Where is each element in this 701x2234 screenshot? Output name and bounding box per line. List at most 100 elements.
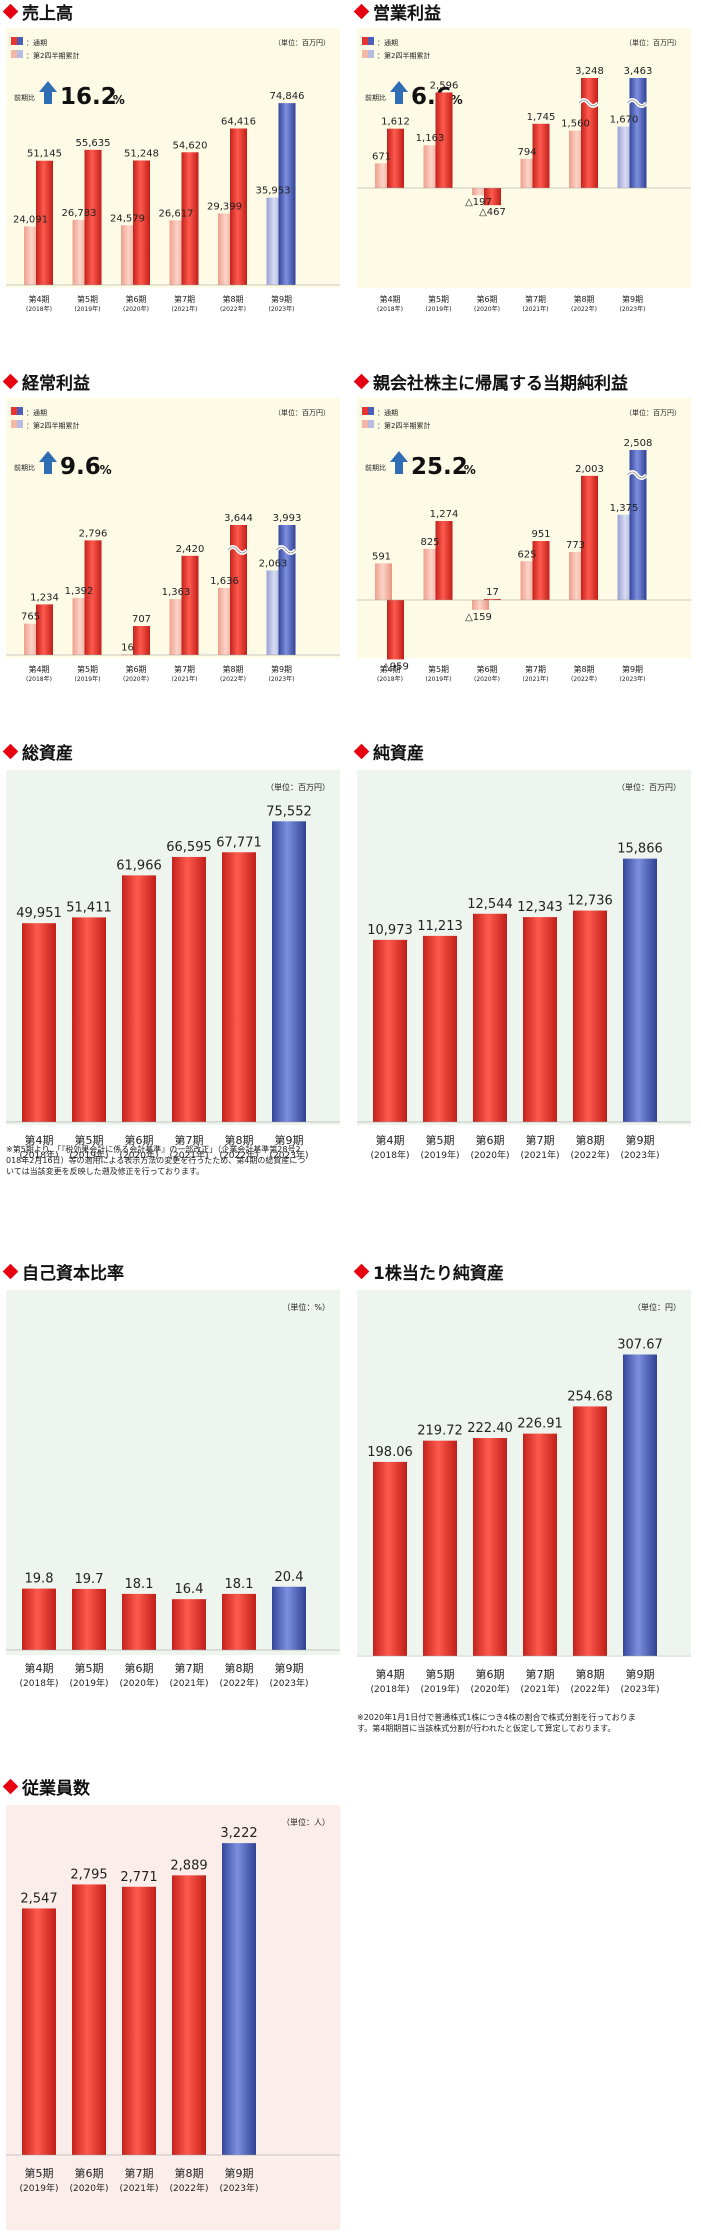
data-label: 198.06 (367, 1445, 413, 1460)
bar-full-year (230, 128, 247, 285)
x-tick-label: 第5期 (75, 1661, 104, 1675)
equity-ratio-chart-panel: 自己資本比率 （単位：%） 19.8 第4期 (2018年) 19.7 第5期 (2019年)… (0, 1260, 350, 1730)
bps-chart-panel: 1株当たり純資産 （単位：円） 198.06 第4期 (2018年) 219.72 第5期 (… (351, 1260, 701, 1780)
x-tick-label: 第6期 (476, 1133, 505, 1147)
data-label-half: 26,783 (62, 208, 97, 219)
data-label-half: 24,091 (13, 214, 48, 225)
x-tick-label: 第4期 (25, 1133, 54, 1147)
op-title: 営業利益 (373, 3, 441, 24)
bar-full-year (230, 525, 247, 655)
x-tick-label: 第9期 (275, 1133, 304, 1147)
legend-swatch-pink (362, 420, 368, 428)
bar (72, 917, 106, 1122)
legend-swatch-pink (11, 50, 17, 58)
bar (423, 1440, 457, 1656)
data-label: 11,213 (417, 919, 463, 934)
x-tick-year: (2021年) (120, 2182, 159, 2194)
x-tick-year: (2023年) (269, 305, 295, 313)
x-tick-label: 第5期 (426, 1133, 455, 1147)
x-tick-year: (2019年) (75, 675, 101, 683)
x-tick-year: (2021年) (523, 675, 549, 683)
data-label-full: 2,596 (430, 80, 459, 91)
data-label-half: 591 (372, 551, 391, 562)
x-tick-label: 第7期 (525, 664, 546, 674)
bar-full-year (36, 604, 53, 655)
x-tick-year: (2023年) (620, 305, 646, 313)
bar-full-year (581, 78, 598, 188)
netassets-title: 純資産 (373, 743, 424, 764)
bar (122, 1593, 156, 1650)
data-label: 67,771 (216, 835, 262, 850)
data-label-half: 794 (517, 147, 536, 158)
x-tick-label: 第8期 (573, 294, 594, 304)
data-label-full: 1,612 (381, 117, 410, 128)
x-tick-label: 第4期 (25, 1661, 54, 1675)
x-tick-label: 第9期 (275, 1661, 304, 1675)
bar (473, 913, 507, 1122)
x-tick-label: 第4期 (379, 294, 400, 304)
x-tick-label: 第4期 (376, 1667, 405, 1681)
bar (122, 875, 156, 1122)
data-label-half: 35,953 (256, 186, 291, 197)
yoy-unit: % (464, 463, 476, 477)
data-label-half: 24,579 (110, 213, 145, 224)
x-tick-label: 第7期 (175, 1133, 204, 1147)
x-tick-year: (2020年) (471, 1683, 510, 1695)
data-label: 12,544 (467, 897, 513, 912)
unit-label: （単位：百万円） (617, 782, 681, 792)
legend-swatch-red (11, 37, 17, 45)
unit-label: （単位：円） (633, 1302, 681, 1312)
x-tick-year: (2018年) (26, 675, 52, 683)
legend-swatch-red (362, 407, 368, 415)
yoy-label: 前期比 (365, 93, 386, 102)
x-tick-label: 第5期 (75, 1133, 104, 1147)
x-tick-label: 第9期 (225, 2166, 254, 2180)
x-tick-year: (2019年) (20, 2182, 59, 2194)
bar (623, 1354, 657, 1656)
net-assets-chart-panel: 純資産 （単位：百万円） 10,973 第4期 (2018年) 11,213 第5期 (201… (351, 740, 701, 1260)
x-tick-year: (2021年) (170, 1149, 209, 1161)
bar (122, 1886, 156, 2155)
data-label: 18.1 (125, 1577, 154, 1592)
x-tick-year: (2022年) (220, 305, 246, 313)
data-label-half: 625 (517, 549, 536, 560)
yoy-value: 9.6 (60, 454, 101, 480)
x-tick-year: (2023年) (620, 675, 646, 683)
x-tick-label: 第4期 (28, 294, 49, 304)
bar-full-year (387, 128, 404, 188)
x-tick-year: (2019年) (426, 675, 452, 683)
bar-full-year (435, 521, 453, 600)
data-label-half: △197 (465, 197, 492, 208)
title-marker-icon (353, 1263, 370, 1280)
data-label-half: 1,560 (561, 119, 590, 130)
title-marker-icon (353, 3, 370, 20)
footnote-line: す。第4期期首に当該株式分割が行われたと仮定して算定しております。 (357, 1723, 615, 1733)
legend-full-year: ：通期 (377, 38, 398, 47)
x-tick-year: (2021年) (172, 675, 198, 683)
data-label-full: △959 (382, 661, 409, 672)
data-label-half: 2,063 (259, 558, 288, 569)
bar (473, 1438, 507, 1656)
x-tick-year: (2023年) (270, 1677, 309, 1689)
axis-break-line (578, 99, 599, 107)
legend-swatch-blue (17, 37, 23, 45)
bar (523, 917, 557, 1122)
data-label-full: 2,796 (79, 528, 108, 539)
unit-label: （単位：百万円） (274, 408, 330, 417)
data-label: 16.4 (175, 1582, 204, 1597)
data-label: 222.40 (467, 1421, 513, 1436)
x-tick-label: 第4期 (379, 664, 400, 674)
x-tick-year: (2022年) (220, 1677, 259, 1689)
x-tick-year: (2020年) (474, 675, 500, 683)
data-label-full: 3,248 (575, 66, 604, 77)
data-label: 61,966 (116, 858, 162, 873)
x-tick-label: 第5期 (25, 2166, 54, 2180)
x-tick-year: (2020年) (120, 1149, 159, 1161)
employees-chart-panel: 従業員数 （単位：人） 2,547 第5期 (2019年) 2,795 第6期 (2020年)… (0, 1775, 350, 2234)
x-tick-label: 第8期 (225, 1133, 254, 1147)
bar (22, 1908, 56, 2155)
axis-break-line (276, 546, 296, 554)
data-label: 12,343 (517, 900, 563, 915)
x-tick-year: (2019年) (421, 1683, 460, 1695)
x-tick-label: 第5期 (426, 1667, 455, 1681)
